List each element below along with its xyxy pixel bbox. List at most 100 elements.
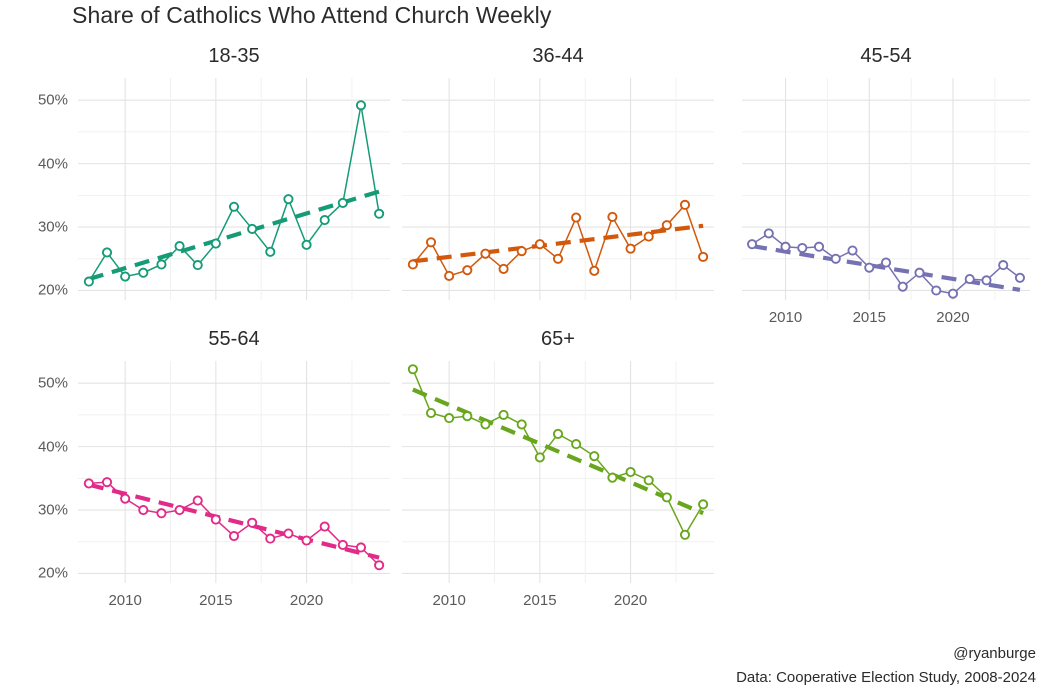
y-axis-tick-label: 50% bbox=[37, 374, 68, 392]
data-point bbox=[83, 276, 94, 287]
data-point bbox=[174, 241, 185, 252]
data-point bbox=[589, 451, 600, 462]
trend-line bbox=[412, 387, 704, 516]
data-point bbox=[444, 270, 455, 281]
data-point bbox=[192, 495, 203, 506]
data-source-note: Data: Cooperative Election Study, 2008-2… bbox=[736, 669, 1036, 686]
x-axis-tick-label: 2020 bbox=[613, 592, 648, 609]
y-axis-tick-label: 30% bbox=[37, 218, 68, 236]
data-point bbox=[516, 419, 527, 430]
data-point bbox=[813, 241, 825, 252]
data-point bbox=[425, 237, 437, 248]
data-point bbox=[228, 201, 240, 212]
data-point bbox=[247, 517, 258, 528]
facet-title: 65+ bbox=[541, 328, 575, 350]
x-axis-tick-label: 2015 bbox=[199, 592, 233, 609]
trend-line bbox=[412, 223, 704, 264]
data-point bbox=[747, 239, 758, 250]
x-axis-tick-label: 2010 bbox=[432, 592, 466, 609]
data-point bbox=[625, 466, 636, 478]
data-point bbox=[763, 228, 774, 239]
data-point bbox=[780, 241, 791, 252]
data-point bbox=[355, 100, 367, 111]
panel-background bbox=[78, 78, 390, 300]
y-axis-tick-label: 20% bbox=[37, 564, 68, 582]
data-point bbox=[265, 533, 276, 544]
data-point bbox=[156, 508, 167, 519]
x-axis-tick-label: 2010 bbox=[108, 592, 142, 609]
data-point bbox=[319, 521, 330, 532]
data-point bbox=[864, 262, 875, 273]
data-point bbox=[337, 539, 348, 550]
data-point bbox=[947, 288, 959, 299]
data-point bbox=[661, 220, 672, 231]
facet-title: 45-54 bbox=[860, 45, 912, 67]
y-axis-tick-label: 50% bbox=[37, 91, 68, 109]
data-point bbox=[498, 409, 509, 420]
data-point bbox=[797, 242, 808, 254]
data-point bbox=[407, 364, 418, 375]
data-point bbox=[83, 478, 94, 489]
data-point bbox=[698, 499, 709, 510]
panel-background bbox=[402, 361, 714, 583]
data-point bbox=[407, 259, 418, 270]
data-point bbox=[897, 281, 908, 292]
data-point bbox=[283, 194, 294, 205]
data-point bbox=[462, 411, 473, 422]
data-point bbox=[138, 267, 149, 278]
x-axis-tick-label: 2010 bbox=[768, 309, 803, 326]
trend-line bbox=[88, 189, 380, 282]
data-point bbox=[138, 505, 149, 516]
data-point bbox=[498, 263, 509, 274]
data-point bbox=[319, 215, 330, 226]
data-point bbox=[880, 257, 892, 268]
data-point bbox=[480, 419, 491, 430]
y-axis-tick-label: 20% bbox=[37, 281, 68, 299]
x-axis-tick-label: 2020 bbox=[936, 309, 970, 326]
data-point bbox=[156, 259, 167, 270]
data-point bbox=[283, 528, 294, 539]
data-point bbox=[374, 208, 385, 219]
data-point bbox=[643, 231, 654, 242]
page-title: Share of Catholics Who Attend Church Wee… bbox=[72, 2, 552, 28]
data-point bbox=[607, 472, 618, 483]
x-axis-tick-label: 2020 bbox=[289, 592, 324, 609]
trend-line bbox=[751, 244, 1021, 292]
data-point bbox=[516, 246, 527, 257]
y-axis-tick-label: 40% bbox=[37, 438, 68, 456]
data-point bbox=[914, 267, 925, 278]
x-axis-tick-label: 2015 bbox=[852, 309, 886, 326]
data-point bbox=[534, 452, 545, 463]
data-point bbox=[355, 542, 367, 553]
data-point bbox=[643, 475, 654, 486]
data-point bbox=[981, 275, 992, 286]
data-point bbox=[552, 253, 564, 264]
data-point bbox=[480, 248, 491, 259]
data-point bbox=[1014, 272, 1026, 283]
data-point bbox=[210, 238, 221, 249]
data-point bbox=[374, 560, 385, 571]
data-point bbox=[571, 439, 582, 450]
data-point bbox=[120, 493, 131, 504]
data-point bbox=[444, 413, 455, 424]
data-point bbox=[679, 529, 691, 540]
data-point bbox=[210, 514, 221, 525]
data-point bbox=[228, 531, 240, 542]
data-point bbox=[607, 211, 618, 222]
data-point bbox=[661, 492, 672, 503]
data-point bbox=[301, 239, 312, 250]
author-handle: @ryanburge bbox=[953, 645, 1036, 662]
data-point bbox=[964, 274, 975, 285]
data-point bbox=[931, 285, 942, 296]
y-axis-tick-label: 30% bbox=[37, 501, 68, 519]
